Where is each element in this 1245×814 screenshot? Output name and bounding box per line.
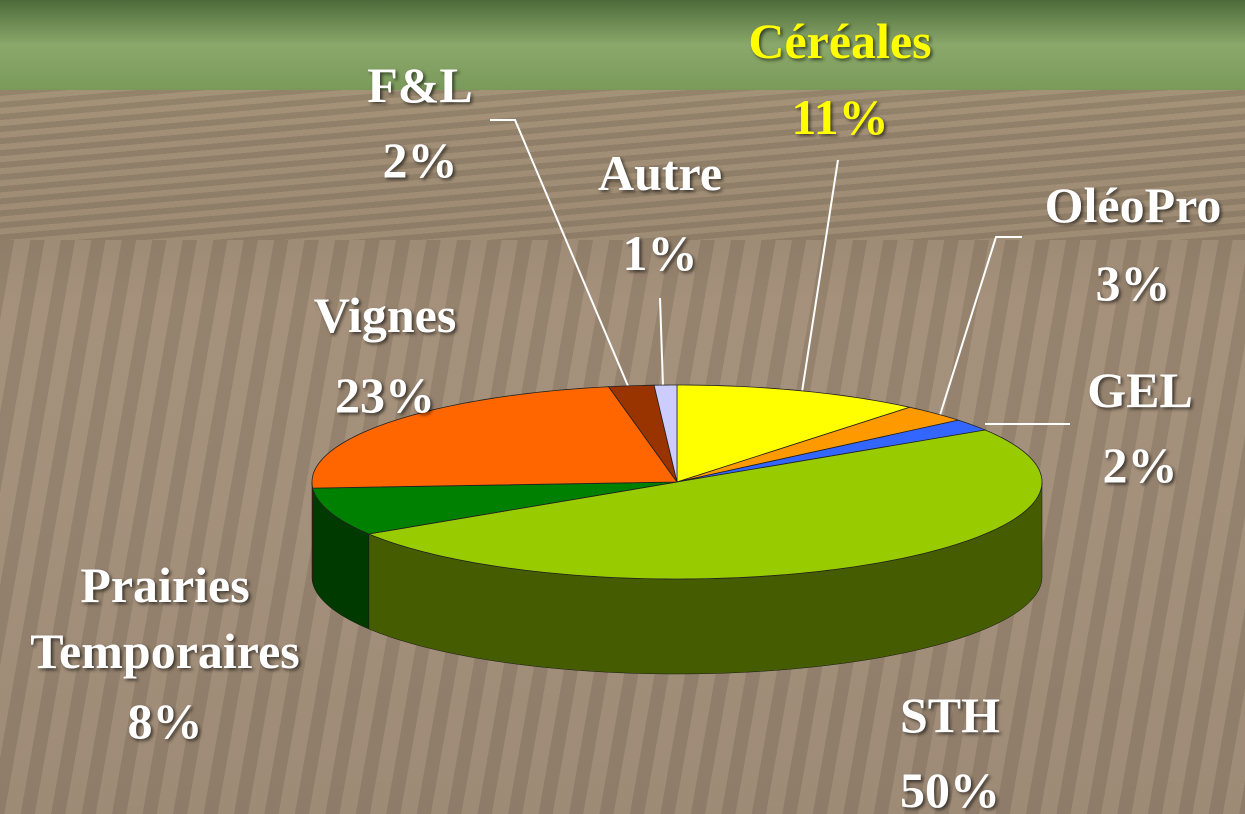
slice bbox=[311, 386, 678, 489]
background-trees bbox=[0, 0, 1245, 90]
slice bbox=[312, 481, 678, 535]
pie-tops bbox=[311, 384, 1043, 580]
value-label: 2% bbox=[382, 132, 458, 188]
category-label: Céréales bbox=[748, 13, 932, 69]
leader-line bbox=[490, 119, 629, 387]
pie bbox=[311, 384, 1043, 675]
category-label: OléoPro bbox=[1044, 177, 1222, 233]
slice bbox=[676, 419, 987, 483]
category-label: F&L bbox=[367, 57, 473, 113]
value-label: 8% bbox=[127, 693, 203, 749]
leader-line bbox=[939, 236, 1022, 416]
category-label: Prairies Temporaires bbox=[30, 557, 300, 679]
slice bbox=[676, 406, 960, 483]
value-label: 1% bbox=[622, 225, 698, 281]
slice bbox=[676, 384, 912, 483]
value-label: 23% bbox=[335, 367, 435, 423]
category-label: STH bbox=[899, 687, 1001, 743]
leader-line bbox=[659, 297, 664, 387]
slice bbox=[653, 384, 678, 483]
leader-line bbox=[801, 159, 839, 393]
category-label: GEL bbox=[1087, 362, 1193, 418]
slice bbox=[607, 384, 678, 483]
value-label: 50% bbox=[900, 762, 1000, 814]
value-label: 2% bbox=[1102, 437, 1178, 493]
slice bbox=[367, 429, 1043, 580]
value-label: 3% bbox=[1095, 255, 1171, 311]
value-label: 11% bbox=[791, 89, 889, 145]
background-field bbox=[0, 90, 1245, 240]
category-label: Vignes bbox=[313, 287, 457, 343]
category-label: Autre bbox=[597, 145, 723, 201]
